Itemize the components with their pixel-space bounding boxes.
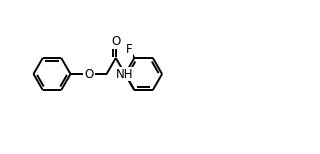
- Text: O: O: [84, 67, 94, 81]
- Text: O: O: [111, 35, 120, 48]
- Text: F: F: [126, 43, 132, 56]
- Text: NH: NH: [116, 67, 134, 81]
